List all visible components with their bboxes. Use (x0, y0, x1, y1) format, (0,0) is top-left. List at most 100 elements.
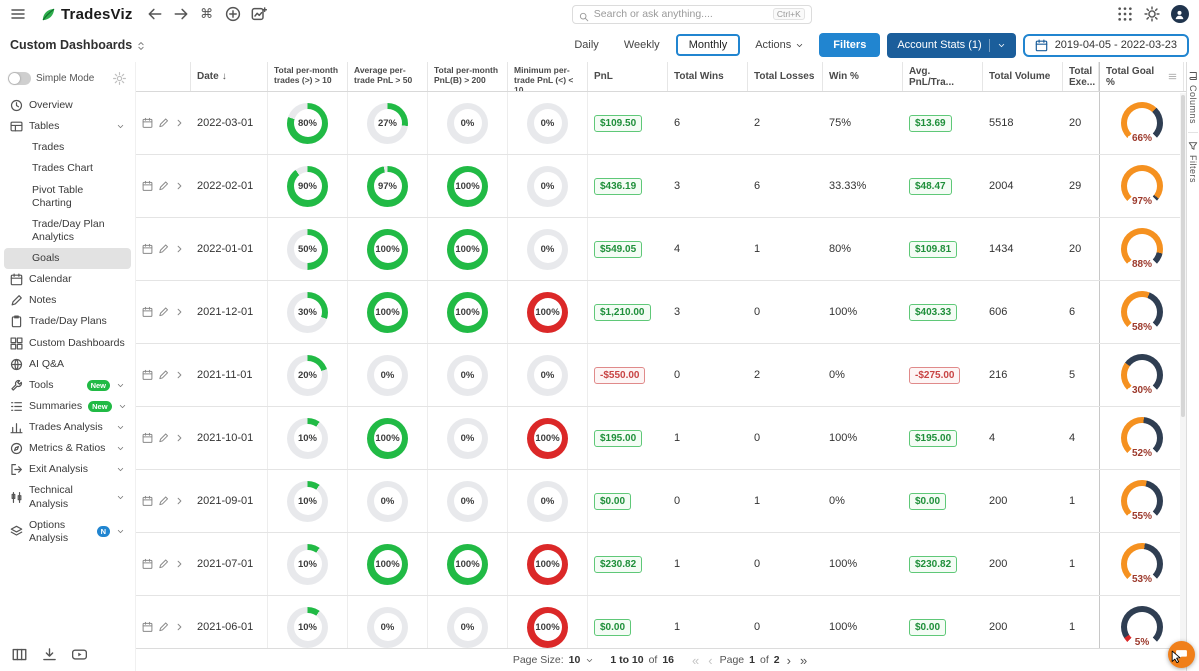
sidebar-item-summaries[interactable]: Summaries New (4, 396, 131, 417)
table-row[interactable]: 2021-10-01 10% 100% 0% 100% $195.00 1 0 100% $195… (136, 407, 1186, 470)
nav-forward-icon[interactable] (173, 6, 189, 22)
next-page-button[interactable]: › (786, 652, 791, 668)
calendar-plan-icon[interactable] (142, 180, 153, 192)
column-header-total-wins[interactable]: Total Wins (668, 62, 748, 91)
menu-icon[interactable] (10, 6, 26, 22)
sidebar-item-tables[interactable]: Tables (4, 116, 131, 137)
sidebar-item-trades-analysis[interactable]: Trades Analysis (4, 417, 131, 438)
table-row[interactable]: 2021-09-01 10% 0% 0% 0% $0.00 0 1 0% $0.00 200 1 55% (136, 470, 1186, 533)
expand-row-icon[interactable] (174, 117, 185, 129)
date-range-picker[interactable]: 2019-04-05 - 2022-03-23 (1022, 33, 1189, 57)
sidebar-item-metrics-ratios[interactable]: Metrics & Ratios (4, 438, 131, 459)
sidebar-item-exit-analysis[interactable]: Exit Analysis (4, 459, 131, 480)
gear-icon[interactable] (112, 71, 127, 86)
sidebar-item-calendar[interactable]: Calendar (4, 269, 131, 290)
youtube-icon[interactable] (72, 647, 87, 662)
sidebar-item-custom-dashboards[interactable]: Custom Dashboards (4, 333, 131, 354)
first-page-button[interactable]: « (692, 652, 700, 668)
page-size-select[interactable]: 10 (569, 654, 595, 666)
calendar-plan-icon[interactable] (142, 621, 153, 633)
column-header-avg-pnl[interactable]: Avg. PnL/Tra... (903, 62, 983, 91)
expand-row-icon[interactable] (174, 558, 185, 570)
user-avatar[interactable] (1170, 5, 1189, 23)
edit-row-icon[interactable] (158, 180, 169, 192)
column-header-pnl[interactable]: PnL (588, 62, 668, 91)
edit-row-icon[interactable] (158, 432, 169, 444)
chat-widget-button[interactable] (1168, 641, 1195, 668)
calendar-plan-icon[interactable] (142, 432, 153, 444)
expand-row-icon[interactable] (174, 621, 185, 633)
edit-row-icon[interactable] (158, 621, 169, 633)
edit-row-icon[interactable] (158, 306, 169, 318)
calendar-plan-icon[interactable] (142, 558, 153, 570)
simple-mode-toggle[interactable] (8, 72, 31, 85)
calendar-plan-icon[interactable] (142, 369, 153, 381)
table-row[interactable]: 2021-12-01 30% 100% 100% 100% $1,210.00 3 0 100%… (136, 281, 1186, 344)
column-header-goal-3[interactable]: Total per-month PnL(B) > 200 (428, 62, 508, 91)
apps-grid-icon[interactable] (1117, 6, 1133, 22)
side-tab-columns[interactable]: Columns (1188, 67, 1198, 128)
column-header-total-executions[interactable]: Total Exe... (1063, 62, 1099, 91)
filters-button[interactable]: Filters (819, 33, 881, 57)
column-header-total-losses[interactable]: Total Losses (748, 62, 823, 91)
sidebar-item-overview[interactable]: Overview (4, 95, 131, 116)
column-header-total-goal[interactable]: Total Goal % (1099, 62, 1184, 91)
add-widget-icon[interactable] (251, 6, 267, 22)
tab-monthly[interactable]: Monthly (675, 34, 741, 56)
expand-row-icon[interactable] (174, 369, 185, 381)
expand-row-icon[interactable] (174, 432, 185, 444)
columns-view-icon[interactable] (12, 647, 27, 662)
prev-page-button[interactable]: ‹ (708, 652, 713, 668)
theme-toggle-icon[interactable] (1144, 6, 1160, 22)
sidebar-item-trades[interactable]: Trades (4, 137, 131, 158)
calendar-plan-icon[interactable] (142, 117, 153, 129)
table-row[interactable]: 2021-06-01 10% 0% 0% 100% $0.00 1 0 100% $0.00 200… (136, 596, 1186, 648)
table-row[interactable]: 2022-01-01 50% 100% 100% 0% $549.05 4 1 80% $109.… (136, 218, 1186, 281)
scrollbar-thumb[interactable] (1181, 95, 1185, 417)
add-circle-icon[interactable] (225, 6, 241, 22)
sidebar-item-goals[interactable]: Goals (4, 248, 131, 270)
account-stats-dropdown[interactable]: Account Stats (1) (887, 32, 1016, 58)
calendar-plan-icon[interactable] (142, 243, 153, 255)
dashboard-title-select[interactable]: Custom Dashboards (10, 38, 146, 52)
sidebar-item-options-analysis[interactable]: Options Analysis N (4, 515, 131, 549)
column-header-total-volume[interactable]: Total Volume (983, 62, 1063, 91)
expand-row-icon[interactable] (174, 495, 185, 507)
calendar-plan-icon[interactable] (142, 306, 153, 318)
nav-back-icon[interactable] (147, 6, 163, 22)
sidebar-item-pivot-table-charting[interactable]: Pivot Table Charting (4, 180, 131, 214)
expand-row-icon[interactable] (174, 180, 185, 192)
sidebar-item-trades-chart[interactable]: Trades Chart (4, 158, 131, 179)
edit-row-icon[interactable] (158, 117, 169, 129)
tab-weekly[interactable]: Weekly (623, 39, 660, 51)
edit-row-icon[interactable] (158, 495, 169, 507)
actions-dropdown[interactable]: Actions (747, 35, 812, 55)
app-logo[interactable]: TradesViz (40, 6, 133, 23)
calendar-plan-icon[interactable] (142, 495, 153, 507)
last-page-button[interactable]: » (799, 652, 808, 668)
download-icon[interactable] (42, 647, 57, 662)
tab-daily[interactable]: Daily (574, 39, 599, 51)
table-row[interactable]: 2022-02-01 90% 97% 100% 0% $436.19 3 6 33.33% $48… (136, 155, 1186, 218)
table-row[interactable]: 2021-07-01 10% 100% 100% 100% $230.82 1 0 100% $2… (136, 533, 1186, 596)
sidebar-item-ai-q-a[interactable]: AI Q&A (4, 354, 131, 375)
global-search-input[interactable]: Search or ask anything.... Ctrl+K (571, 4, 812, 24)
sidebar-item-technical-analysis[interactable]: Technical Analysis (4, 480, 131, 514)
side-tab-filters[interactable]: Filters (1188, 132, 1198, 187)
column-menu-icon[interactable] (1168, 72, 1177, 81)
sidebar-item-trade-day-plans[interactable]: Trade/Day Plans (4, 311, 131, 332)
edit-row-icon[interactable] (158, 558, 169, 570)
sidebar-item-tools[interactable]: Tools New (4, 375, 131, 396)
expand-row-icon[interactable] (174, 306, 185, 318)
expand-row-icon[interactable] (174, 243, 185, 255)
column-header-win-pct[interactable]: Win % (823, 62, 903, 91)
column-header-goal-4[interactable]: Minimum per-trade PnL (<) < 10 (508, 62, 588, 91)
column-header-goal-2[interactable]: Average per-trade PnL > 50 (348, 62, 428, 91)
edit-row-icon[interactable] (158, 243, 169, 255)
sidebar-item-notes[interactable]: Notes (4, 290, 131, 311)
table-row[interactable]: 2021-11-01 20% 0% 0% 0% -$550.00 0 2 0% -$275.00 2… (136, 344, 1186, 407)
column-header-date[interactable]: Date ↓ (191, 62, 268, 91)
sidebar-item-trade-day-plan-analytics[interactable]: Trade/Day Plan Analytics (4, 214, 131, 248)
edit-row-icon[interactable] (158, 369, 169, 381)
command-icon[interactable]: ⌘ (200, 6, 214, 21)
